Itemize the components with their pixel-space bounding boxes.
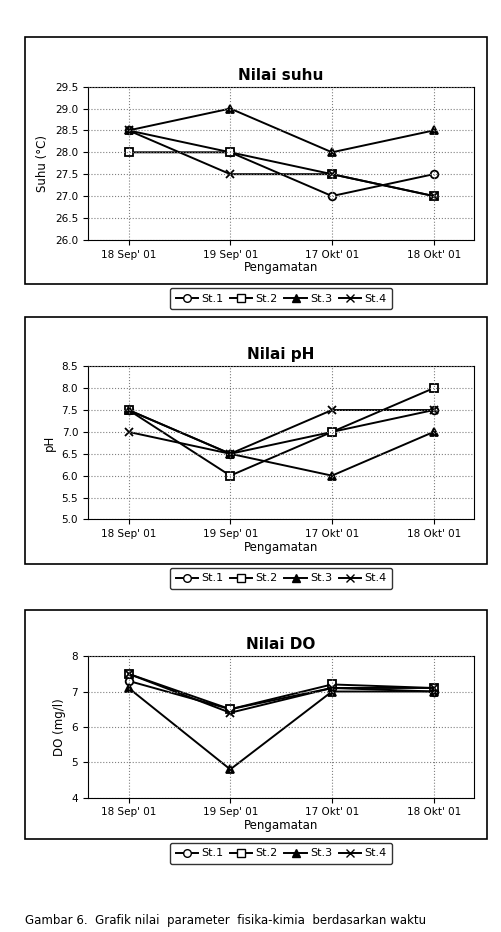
Line: St.1: St.1 (124, 677, 437, 713)
St.4 (125, 668, 131, 679)
St.3 (125, 125, 131, 136)
St.3 (125, 682, 131, 693)
St.1 (227, 146, 233, 158)
Line: St.3: St.3 (124, 406, 437, 479)
St.2 (430, 190, 436, 201)
St.1 (328, 426, 334, 437)
St.2 (227, 146, 233, 158)
St.4 (227, 169, 233, 180)
St.4 (227, 448, 233, 459)
St.4 (227, 707, 233, 719)
St.3 (430, 125, 436, 136)
X-axis label: Pengamatan: Pengamatan (243, 261, 318, 274)
St.1 (328, 190, 334, 201)
X-axis label: Pengamatan: Pengamatan (243, 541, 318, 554)
St.3 (430, 426, 436, 437)
Line: St.1: St.1 (124, 406, 437, 458)
St.3 (328, 146, 334, 158)
Legend: St.1, St.2, St.3, St.4: St.1, St.2, St.3, St.4 (170, 568, 391, 589)
Line: St.4: St.4 (124, 670, 437, 717)
St.3 (227, 764, 233, 775)
St.2 (430, 382, 436, 393)
Line: St.3: St.3 (124, 684, 437, 774)
St.1 (227, 448, 233, 459)
St.2 (125, 668, 131, 679)
Text: Gambar 6.  Grafik nilai  parameter  fisika-kimia  berdasarkan waktu: Gambar 6. Grafik nilai parameter fisika-… (25, 914, 425, 927)
St.1 (430, 404, 436, 416)
St.3 (125, 404, 131, 416)
St.3 (328, 686, 334, 697)
Y-axis label: pH: pH (43, 434, 56, 451)
Title: Nilai suhu: Nilai suhu (238, 68, 323, 83)
St.2 (125, 404, 131, 416)
St.3 (328, 470, 334, 481)
St.4 (430, 682, 436, 693)
Title: Nilai pH: Nilai pH (247, 348, 314, 363)
St.4 (430, 190, 436, 201)
St.4 (125, 426, 131, 437)
St.2 (227, 704, 233, 715)
St.2 (227, 470, 233, 481)
St.1 (125, 404, 131, 416)
Line: St.4: St.4 (124, 406, 437, 458)
Line: St.2: St.2 (124, 384, 437, 479)
St.2 (430, 682, 436, 693)
St.4 (430, 404, 436, 416)
St.1 (227, 704, 233, 715)
St.1 (430, 686, 436, 697)
Legend: St.1, St.2, St.3, St.4: St.1, St.2, St.3, St.4 (170, 843, 391, 864)
Line: St.2: St.2 (124, 148, 437, 199)
St.4 (125, 125, 131, 136)
St.3 (227, 448, 233, 459)
St.2 (328, 169, 334, 180)
Line: St.3: St.3 (124, 104, 437, 157)
St.1 (125, 125, 131, 136)
Line: St.2: St.2 (124, 670, 437, 713)
St.4 (328, 682, 334, 693)
St.1 (328, 682, 334, 693)
St.4 (328, 169, 334, 180)
St.2 (125, 146, 131, 158)
Line: St.1: St.1 (124, 127, 437, 199)
Line: St.4: St.4 (124, 127, 437, 199)
X-axis label: Pengamatan: Pengamatan (243, 819, 318, 831)
St.1 (430, 169, 436, 180)
Y-axis label: Suhu (°C): Suhu (°C) (36, 135, 49, 192)
St.3 (430, 686, 436, 697)
St.3 (227, 103, 233, 114)
St.2 (328, 678, 334, 690)
Title: Nilai DO: Nilai DO (246, 637, 315, 652)
St.4 (328, 404, 334, 416)
Y-axis label: DO (mg/l): DO (mg/l) (53, 698, 66, 756)
Legend: St.1, St.2, St.3, St.4: St.1, St.2, St.3, St.4 (170, 288, 391, 309)
St.1 (125, 676, 131, 687)
St.2 (328, 426, 334, 437)
